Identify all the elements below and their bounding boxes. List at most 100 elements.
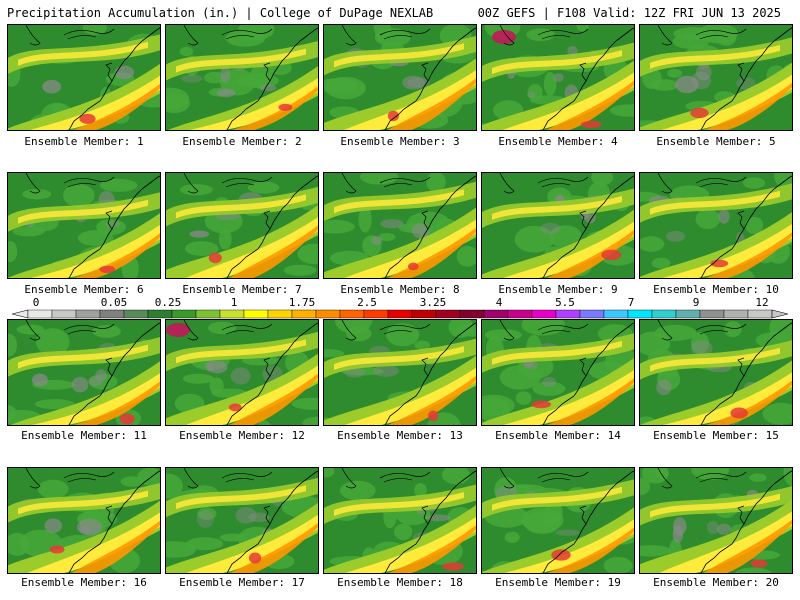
colorbar-swatch	[123, 309, 149, 319]
colorbar-tick-label: 1.75	[288, 296, 316, 309]
precip-map	[640, 173, 792, 278]
colorbar-tick-label: 3.25	[419, 296, 447, 309]
run-valid-time: 00Z GEFS | F108 Valid: 12Z FRI JUN 13 20…	[477, 6, 781, 20]
colorbar-swatch	[243, 309, 269, 319]
colorbar-swatch	[195, 309, 221, 319]
precip-colorbar: 0 0.05 0.25 1 1.75 2.5 3.25 4 5.5 7 9 12	[10, 296, 790, 324]
colorbar-swatch	[627, 309, 653, 319]
ensemble-member-label: Ensemble Member: 18	[337, 576, 463, 589]
precip-map	[324, 320, 476, 425]
colorbar-swatch	[99, 309, 125, 319]
precip-map	[482, 320, 634, 425]
precip-map	[166, 468, 318, 573]
ensemble-member-label: Ensemble Member: 12	[179, 429, 305, 442]
ensemble-member-label: Ensemble Member: 17	[179, 576, 305, 589]
precip-map	[640, 468, 792, 573]
colorbar-swatch	[363, 309, 389, 319]
precip-map	[324, 173, 476, 278]
colorbar-swatch	[435, 309, 461, 319]
colorbar-left-arrow	[11, 309, 29, 319]
ensemble-member-label: Ensemble Member: 7	[182, 283, 302, 296]
colorbar-tick-label: 0.25	[154, 296, 182, 309]
colorbar-swatch	[507, 309, 533, 319]
ensemble-member-label: Ensemble Member: 16	[21, 576, 147, 589]
precip-map	[166, 320, 318, 425]
ensemble-panel	[323, 319, 477, 426]
ensemble-panel	[481, 467, 635, 574]
precip-map	[166, 173, 318, 278]
colorbar-tick-label: 1	[230, 296, 238, 309]
precip-map	[166, 25, 318, 130]
colorbar-swatch	[747, 309, 773, 319]
ensemble-panel	[7, 172, 161, 279]
ensemble-member-label: Ensemble Member: 20	[653, 576, 779, 589]
colorbar-swatch	[147, 309, 173, 319]
ensemble-panel	[481, 24, 635, 131]
colorbar-swatch	[75, 309, 101, 319]
colorbar-swatch	[339, 309, 365, 319]
precip-map	[482, 173, 634, 278]
ensemble-panel	[323, 24, 477, 131]
ensemble-member-label: Ensemble Member: 2	[182, 135, 302, 148]
ensemble-panel	[165, 467, 319, 574]
precip-map	[482, 25, 634, 130]
precip-map	[8, 25, 160, 130]
colorbar-tick-label: 7	[627, 296, 635, 309]
colorbar-swatch	[315, 309, 341, 319]
ensemble-panel	[481, 319, 635, 426]
colorbar-swatch	[651, 309, 677, 319]
colorbar-swatch	[699, 309, 725, 319]
ensemble-panel	[7, 467, 161, 574]
precip-map	[8, 173, 160, 278]
ensemble-panel	[323, 172, 477, 279]
precip-map	[8, 468, 160, 573]
colorbar-swatch	[555, 309, 581, 319]
colorbar-swatch	[411, 309, 437, 319]
ensemble-member-label: Ensemble Member: 13	[337, 429, 463, 442]
colorbar-swatch	[27, 309, 53, 319]
ensemble-member-label: Ensemble Member: 4	[498, 135, 618, 148]
ensemble-member-label: Ensemble Member: 14	[495, 429, 621, 442]
ensemble-member-label: Ensemble Member: 3	[340, 135, 460, 148]
precip-map	[640, 25, 792, 130]
ensemble-member-label: Ensemble Member: 1	[24, 135, 144, 148]
ensemble-panel	[165, 172, 319, 279]
ensemble-member-label: Ensemble Member: 11	[21, 429, 147, 442]
ensemble-member-label: Ensemble Member: 8	[340, 283, 460, 296]
ensemble-panel	[481, 172, 635, 279]
ensemble-member-label: Ensemble Member: 15	[653, 429, 779, 442]
colorbar-swatch	[267, 309, 293, 319]
ensemble-member-label: Ensemble Member: 9	[498, 283, 618, 296]
colorbar-tick-label: 2.5	[357, 296, 377, 309]
colorbar-tick-label: 9	[692, 296, 700, 309]
ensemble-panel	[639, 24, 793, 131]
ensemble-member-label: Ensemble Member: 6	[24, 283, 144, 296]
colorbar-swatch	[603, 309, 629, 319]
ensemble-panel	[639, 319, 793, 426]
colorbar-swatch	[579, 309, 605, 319]
ensemble-member-label: Ensemble Member: 10	[653, 283, 779, 296]
precip-map	[482, 468, 634, 573]
colorbar-swatch	[387, 309, 413, 319]
ensemble-panel	[165, 24, 319, 131]
colorbar-right-arrow	[771, 309, 789, 319]
ensemble-panel	[323, 467, 477, 574]
colorbar-tick-label: 0.05	[100, 296, 128, 309]
ensemble-panel	[7, 24, 161, 131]
colorbar-swatch	[483, 309, 509, 319]
ensemble-panel	[7, 319, 161, 426]
colorbar-tick-label: 12	[755, 296, 769, 309]
colorbar-swatch	[459, 309, 485, 319]
colorbar-tick-label: 0	[32, 296, 40, 309]
precip-map	[324, 25, 476, 130]
colorbar-swatch	[723, 309, 749, 319]
precip-map	[8, 320, 160, 425]
ensemble-panel	[639, 172, 793, 279]
precip-map	[324, 468, 476, 573]
colorbar-swatch	[675, 309, 701, 319]
ensemble-panel	[165, 319, 319, 426]
ensemble-panel	[639, 467, 793, 574]
colorbar-swatch	[531, 309, 557, 319]
colorbar-swatch	[291, 309, 317, 319]
